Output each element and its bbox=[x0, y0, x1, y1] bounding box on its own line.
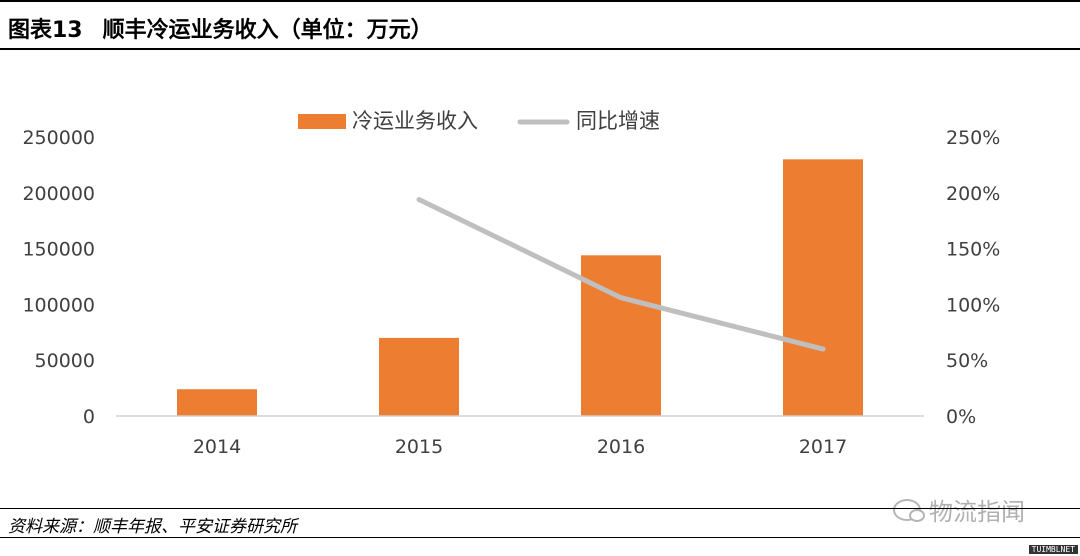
legend-label-line: 同比增速 bbox=[576, 109, 660, 133]
y-right-tick-label: 250% bbox=[946, 127, 1000, 149]
y-right-tick-label: 100% bbox=[946, 294, 1000, 316]
bar-2014 bbox=[177, 389, 257, 416]
bar-2017 bbox=[783, 159, 863, 416]
watermark-text: 物流指闻 bbox=[929, 498, 1025, 526]
x-tick-label: 2014 bbox=[193, 436, 241, 458]
combo-chart: 0 50000 100000 150000 200000 250000 0% 50% 100% 1… bbox=[22, 109, 1000, 458]
legend-swatch-bar bbox=[298, 114, 346, 129]
y-left-tick-label: 150000 bbox=[22, 239, 95, 261]
title-bar: 图表13 顺丰冷运业务收入（单位：万元） bbox=[0, 0, 1080, 50]
y-right-tick-label: 50% bbox=[946, 350, 988, 372]
y-left-tick-label: 200000 bbox=[22, 183, 95, 205]
wechat-icon bbox=[893, 498, 925, 522]
source-bar: 资料来源：顺丰年报、平安证券研究所 bbox=[0, 508, 1080, 538]
y-left-tick-label: 0 bbox=[83, 406, 95, 428]
legend-label-bar: 冷运业务收入 bbox=[352, 109, 478, 133]
bar-2016 bbox=[581, 255, 661, 416]
x-tick-label: 2017 bbox=[799, 436, 847, 458]
y-left-tick-label: 50000 bbox=[35, 350, 95, 372]
y-right-tick-label: 200% bbox=[946, 183, 1000, 205]
y-left-tick-label: 250000 bbox=[22, 127, 95, 149]
corner-tag: TUIMBLNET bbox=[1028, 545, 1078, 554]
chart-title: 顺丰冷运业务收入（单位：万元） bbox=[102, 18, 433, 43]
x-tick-label: 2015 bbox=[395, 436, 443, 458]
y-right-tick-label: 150% bbox=[946, 239, 1000, 261]
page-title: 图表13 顺丰冷运业务收入（单位：万元） bbox=[8, 12, 433, 44]
y-left-tick-label: 100000 bbox=[22, 294, 95, 316]
bar-2015 bbox=[379, 337, 459, 416]
figure-number: 图表13 bbox=[8, 18, 83, 43]
x-tick-label: 2016 bbox=[597, 436, 645, 458]
source-note: 资料来源：顺丰年报、平安证券研究所 bbox=[8, 517, 297, 537]
y-right-tick-label: 0% bbox=[946, 406, 976, 428]
watermark: 物流指闻 bbox=[893, 492, 1025, 527]
